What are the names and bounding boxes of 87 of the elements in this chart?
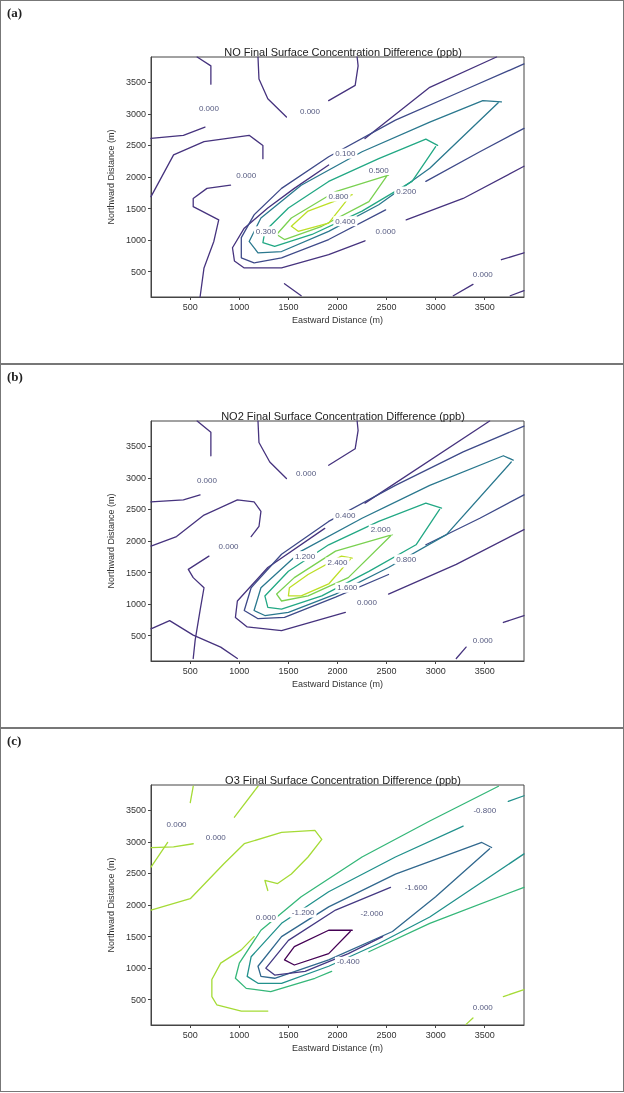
- y-tick-label: 3500: [125, 77, 146, 88]
- annotation: 0.400: [335, 216, 356, 226]
- annotation: 0.100: [335, 149, 356, 159]
- x-tick-label: 3000: [425, 301, 446, 312]
- x-tick-label: 1000: [229, 665, 250, 676]
- annotation: -1.600: [404, 882, 428, 892]
- x-tick-label: 2500: [376, 301, 397, 312]
- annotation: 0.500: [368, 165, 390, 175]
- y-tick-label: 2500: [125, 504, 146, 515]
- y-tick-label: 2000: [125, 900, 146, 910]
- y-tick-label: 500: [130, 266, 146, 277]
- x-tick-label: 2000: [327, 1029, 348, 1040]
- y-axis-title: Northward Distance (m): [105, 493, 116, 589]
- annotation: 0.000: [218, 541, 240, 551]
- annotation: 2.000: [370, 525, 392, 535]
- annotation: 0.000: [166, 819, 188, 829]
- text: (c): [7, 733, 22, 749]
- y-tick-label: 1000: [125, 963, 146, 974]
- annotation: 0.000: [296, 468, 317, 478]
- x-tick-label: 3500: [474, 301, 495, 312]
- x-tick-label: 2000: [327, 665, 348, 676]
- x-axis-title: Eastward Distance (m): [291, 315, 384, 326]
- x-axis-title: Eastward Distance (m): [291, 1043, 384, 1054]
- annotation: -0.400: [336, 957, 361, 967]
- y-tick-label: 3000: [125, 836, 146, 847]
- y-tick-label: 3000: [125, 472, 146, 483]
- y-tick-label: 2500: [125, 140, 146, 151]
- x-tick-label: 3500: [474, 1029, 495, 1040]
- annotation: 0.000: [236, 170, 257, 180]
- x-axis-title: Eastward Distance (m): [291, 679, 384, 690]
- annotation: 2.400: [327, 557, 349, 567]
- annotation: 0.000: [196, 475, 218, 485]
- y-tick-label: 1000: [125, 235, 146, 246]
- y-tick-label: 500: [130, 994, 146, 1005]
- x-tick-label: 1000: [229, 301, 250, 312]
- text: (b): [7, 369, 23, 385]
- x-tick-label: 1000: [229, 1029, 250, 1040]
- x-tick-label: 1500: [278, 665, 299, 676]
- line-series: [264, 502, 443, 610]
- annotation: 0.000: [198, 104, 220, 114]
- annotation: 0.000: [472, 269, 494, 279]
- y-tick-label: 3500: [125, 441, 146, 452]
- annotation: -0.800: [473, 806, 497, 816]
- annotation: 0.000: [205, 832, 227, 842]
- y-axis-title: Northward Distance (m): [105, 857, 116, 953]
- annotation: 0.000: [472, 1003, 494, 1013]
- y-axis-title: Northward Distance (m): [105, 129, 116, 225]
- annotation: 0.200: [396, 187, 417, 197]
- y-tick-label: 1500: [125, 203, 146, 214]
- x-tick-label: 1500: [278, 301, 299, 312]
- annotation: -1.200: [291, 908, 316, 918]
- annotation: 0.000: [255, 912, 277, 922]
- x-tick-label: 3000: [425, 665, 446, 676]
- annotation: 1.600: [337, 583, 358, 593]
- y-tick-label: 1000: [125, 599, 146, 610]
- line-series: [253, 455, 514, 617]
- annotation: 0.000: [356, 597, 378, 607]
- y-tick-label: 2000: [125, 172, 146, 182]
- line-series: [257, 841, 493, 979]
- y-tick-label: 2500: [125, 868, 146, 879]
- y-tick-label: 3000: [125, 108, 146, 119]
- annotation: -2.000: [360, 909, 384, 919]
- y-tick-label: 500: [130, 630, 146, 641]
- chart-title: NO2 Final Surface Concentration Difference (ppb): [221, 409, 465, 422]
- x-tick-label: 2000: [327, 301, 348, 312]
- annotation: 0.000: [472, 635, 494, 645]
- x-tick-label: 2500: [376, 1029, 397, 1040]
- annotation: 0.800: [328, 192, 350, 202]
- y-tick-label: 3500: [125, 805, 146, 816]
- y-tick-label: 1500: [125, 931, 146, 942]
- text: (a): [7, 5, 23, 21]
- x-tick-label: 3000: [425, 1029, 446, 1040]
- annotation: 0.800: [396, 554, 417, 564]
- x-tick-label: 500: [182, 665, 198, 676]
- x-tick-label: 2500: [376, 665, 397, 676]
- annotation: 0.000: [300, 107, 321, 117]
- annotation: 1.200: [295, 551, 316, 561]
- y-tick-label: 2000: [125, 536, 146, 546]
- annotation: 0.400: [335, 510, 356, 520]
- x-tick-label: 1500: [278, 1029, 299, 1040]
- y-tick-label: 1500: [125, 567, 146, 578]
- x-tick-label: 500: [182, 301, 198, 312]
- x-tick-label: 3500: [474, 665, 495, 676]
- chart-title: NO Final Surface Concentration Difference (ppb): [224, 45, 462, 58]
- x-tick-label: 500: [182, 1029, 198, 1040]
- annotation: 0.000: [375, 226, 397, 236]
- chart-title: O3 Final Surface Concentration Difference (ppb): [225, 773, 461, 786]
